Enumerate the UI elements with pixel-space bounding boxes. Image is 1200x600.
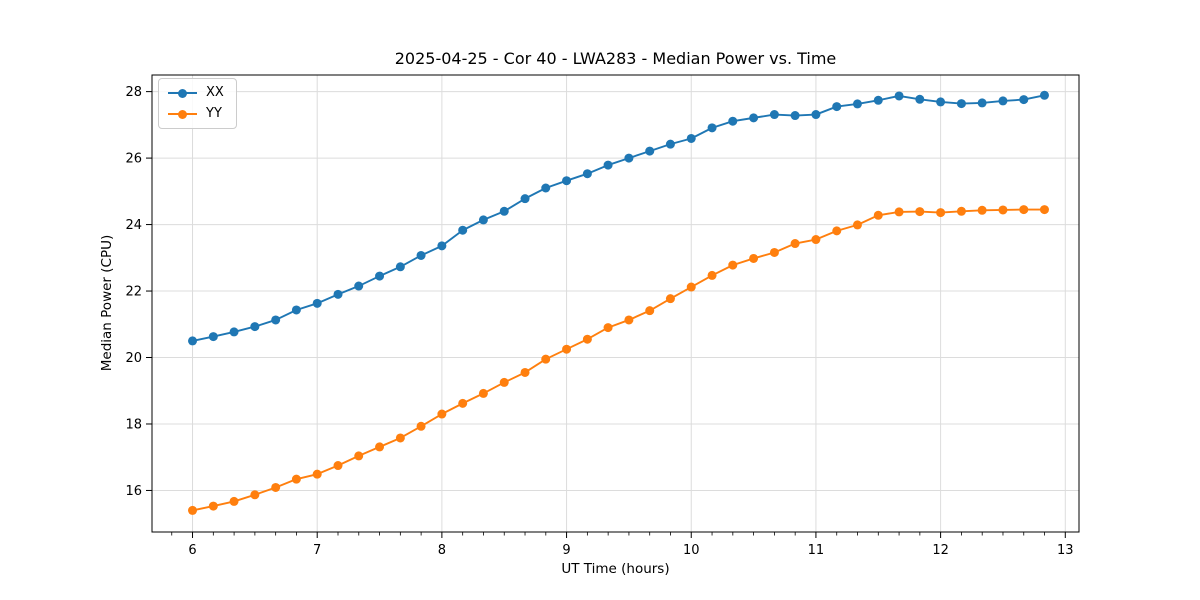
svg-text:8: 8 [438,543,446,558]
svg-text:24: 24 [125,218,142,233]
legend-label: XX [206,85,224,100]
legend-marker-icon [168,106,197,122]
svg-text:18: 18 [125,417,142,432]
chart-title: 2025-04-25 - Cor 40 - LWA283 - Median Po… [394,49,837,68]
svg-text:7: 7 [313,543,321,558]
svg-text:13: 13 [1057,543,1074,558]
svg-text:28: 28 [125,85,142,100]
svg-text:11: 11 [808,543,825,558]
svg-text:9: 9 [562,543,570,558]
svg-text:20: 20 [125,351,142,366]
svg-text:10: 10 [683,543,700,558]
legend-item-yy: YY [168,106,224,122]
svg-text:22: 22 [125,285,142,300]
legend-marker-icon [168,85,197,101]
svg-text:16: 16 [125,484,142,499]
x-axis-label: UT Time (hours) [561,561,670,577]
svg-text:26: 26 [125,152,142,167]
svg-text:12: 12 [932,543,949,558]
legend: XX YY [158,78,237,129]
legend-label: YY [206,106,222,121]
svg-text:6: 6 [188,543,196,558]
y-axis-label: Median Power (CPU) [99,234,115,372]
legend-item-xx: XX [168,85,224,101]
